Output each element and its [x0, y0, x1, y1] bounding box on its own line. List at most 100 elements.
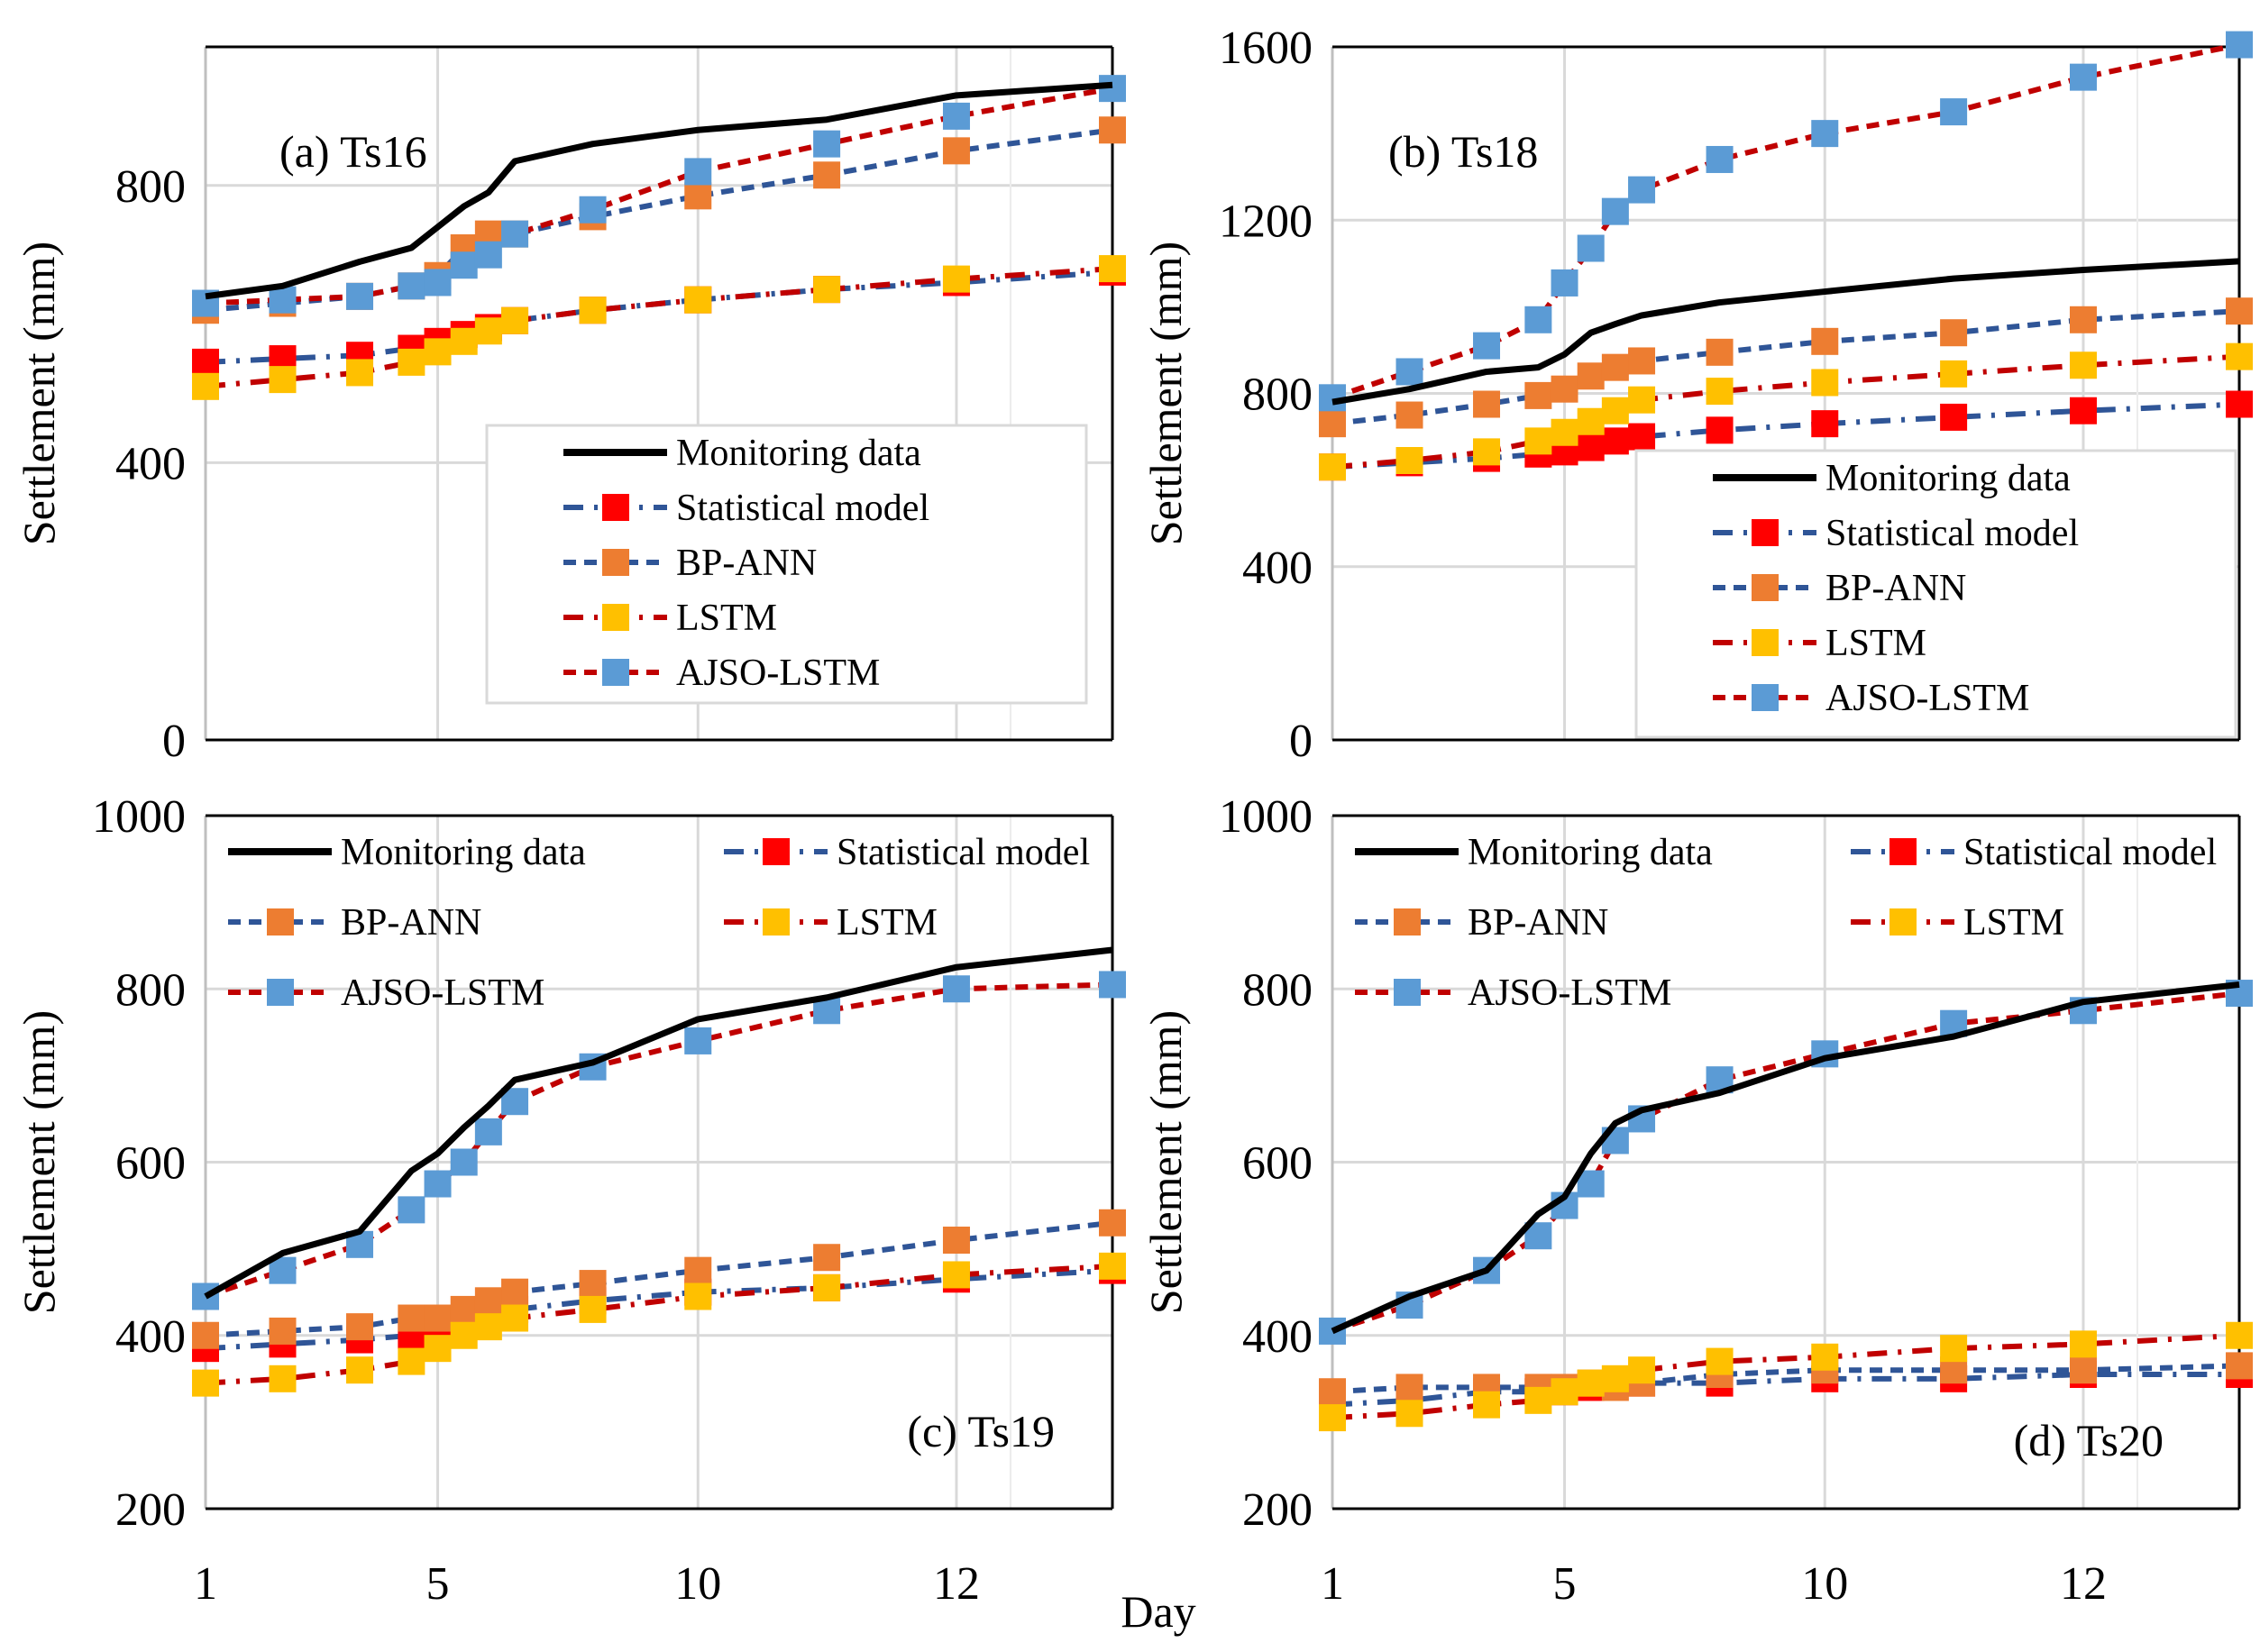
marker-lstm [1628, 386, 1656, 414]
panel-2: 0 400 800 1200 1600 Settlement (mm) (b) Ts18 Mo… [1140, 23, 2253, 767]
legend: Monitoring data Statistical model BP-ANN LS… [1634, 449, 2237, 739]
marker-lstm [942, 265, 970, 293]
y-tick-label: 200 [1242, 1484, 1313, 1536]
marker-lstm [1524, 427, 1552, 455]
x-tick-label: 12 [933, 1558, 980, 1610]
y-tick-label: 0 [1289, 716, 1313, 767]
marker-lstm [1811, 1343, 1839, 1371]
marker-bpann [346, 1313, 374, 1341]
marker-bpann [1099, 1209, 1126, 1237]
y-tick-label: 400 [115, 1311, 186, 1363]
marker-lstm [346, 1356, 374, 1384]
marker-ajso [1601, 197, 1629, 225]
marker-bpann [942, 137, 970, 165]
marker-bpann [1524, 381, 1552, 409]
legend-label: Statistical model [1963, 832, 2217, 873]
marker-ajso [474, 1118, 502, 1145]
legend-swatch-marker [602, 494, 629, 521]
marker-bpann [942, 1227, 970, 1255]
marker-statistical [1601, 427, 1629, 455]
x-tick-label: 1 [1321, 1558, 1344, 1610]
legend-item-monitoring: Monitoring data [563, 433, 921, 474]
legend-swatch-marker [763, 908, 790, 936]
legend-label: BP-ANN [676, 543, 817, 584]
marker-bpann [1395, 401, 1423, 429]
marker-statistical [1706, 416, 1734, 444]
series-line-monitoring [1331, 258, 2240, 406]
panel-title: (c) Ts19 [907, 1406, 1055, 1456]
marker-bpann [2226, 297, 2253, 325]
series-line-statistical [205, 269, 1113, 365]
marker-statistical [1811, 410, 1839, 438]
y-tick-label: 400 [1242, 543, 1313, 594]
marker-bpann [684, 182, 712, 210]
legend: Monitoring data Statistical model BP-ANN LS… [228, 832, 1090, 1014]
legend-label: Statistical model [676, 488, 929, 529]
marker-statistical [2069, 397, 2097, 424]
marker-bpann [2226, 1352, 2253, 1380]
marker-ajso [450, 251, 478, 279]
marker-ajso [346, 282, 374, 310]
series-line-ajso [205, 86, 1113, 306]
legend-item-statistical: Statistical model [1713, 513, 2079, 554]
marker-bpann [398, 1304, 425, 1332]
legend-item-lstm: LSTM [724, 902, 938, 944]
y-tick-label: 1600 [1219, 23, 1313, 74]
legend-item-bpann: BP-ANN [228, 902, 481, 944]
x-tick-label: 5 [1553, 1558, 1577, 1610]
legend-swatch-marker [267, 908, 294, 936]
marker-statistical [1577, 434, 1605, 461]
legend-label: Statistical model [837, 832, 1090, 873]
marker-ajso [501, 220, 529, 248]
marker-lstm [1940, 1335, 1968, 1363]
marker-lstm [1601, 397, 1629, 424]
legend-item-monitoring: Monitoring data [228, 832, 586, 873]
legend-label: LSTM [1963, 902, 2064, 944]
legend-item-ajso: AJSO-LSTM [563, 653, 880, 694]
legend-swatch-marker [602, 549, 629, 576]
marker-ajso [424, 1170, 452, 1198]
legend-swatch-marker [763, 838, 790, 865]
marker-lstm [501, 306, 529, 334]
legend-label: Monitoring data [676, 433, 921, 474]
panel-3: 200 400 600 800 1000 1 5 10 12 Settlement (mm) (c)… [14, 791, 1126, 1610]
marker-lstm [450, 327, 478, 355]
panel-4: 200 400 600 800 1000 1 5 10 12 Settlement (mm) (d)… [1140, 791, 2253, 1610]
legend-item-ajso: AJSO-LSTM [1355, 972, 1671, 1014]
marker-lstm [1811, 369, 1839, 397]
x-tick-label: 10 [674, 1558, 721, 1610]
marker-ajso [942, 975, 970, 1003]
series-line-bpann [1331, 308, 2240, 427]
marker-lstm [1395, 1400, 1423, 1428]
marker-lstm [1551, 1378, 1578, 1406]
legend-label: Monitoring data [341, 832, 586, 873]
legend-label: BP-ANN [341, 902, 481, 944]
marker-lstm [474, 317, 502, 345]
marker-bpann [1395, 1374, 1423, 1401]
y-tick-label: 800 [1242, 964, 1313, 1016]
marker-lstm [2069, 1330, 2097, 1358]
legend-item-lstm: LSTM [1851, 902, 2064, 944]
marker-ajso [1524, 306, 1552, 333]
legend-swatch-marker [1752, 574, 1779, 601]
marker-ajso [1395, 358, 1423, 386]
marker-bpann [813, 1244, 841, 1272]
marker-bpann [424, 1304, 452, 1332]
marker-ajso [684, 158, 712, 186]
marker-lstm [2226, 1321, 2253, 1349]
marker-ajso [1940, 98, 1968, 126]
marker-lstm [1577, 407, 1605, 435]
legend-swatch-marker [602, 659, 629, 686]
legend-label: Monitoring data [1468, 832, 1713, 873]
legend-box [1634, 449, 2237, 739]
legend-swatch-marker [1752, 629, 1779, 656]
marker-lstm [1395, 446, 1423, 474]
legend-label: AJSO-LSTM [341, 972, 544, 1014]
series-line-monitoring [205, 81, 1113, 300]
marker-statistical [1940, 403, 1968, 431]
marker-ajso [813, 130, 841, 158]
y-tick-label: 600 [115, 1138, 186, 1190]
x-tick-label: 10 [1801, 1558, 1848, 1610]
marker-lstm [579, 1295, 607, 1323]
